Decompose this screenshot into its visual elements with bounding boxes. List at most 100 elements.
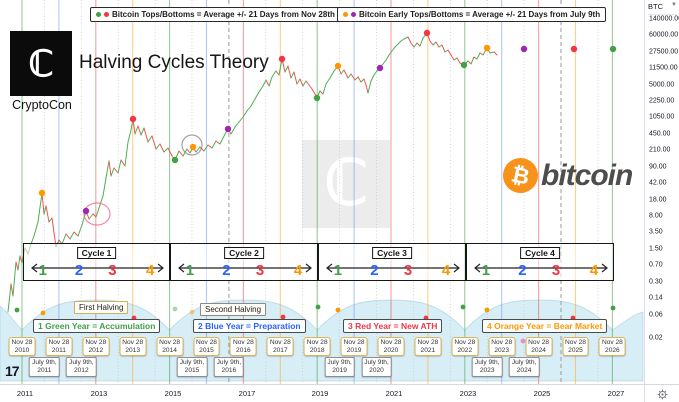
- price-tick: 0.30: [649, 278, 663, 286]
- price-line: [473, 56, 478, 60]
- price-line: [410, 42, 415, 48]
- year-tick: 2019: [311, 389, 329, 398]
- price-line: [400, 38, 405, 42]
- price-line: [447, 49, 452, 56]
- gear-icon[interactable]: [657, 389, 668, 400]
- green-bottom-dot: [315, 304, 321, 310]
- price-line: [7, 283, 12, 313]
- year-tick: 2023: [459, 389, 477, 398]
- cycle-quarter-1: 1: [185, 262, 195, 279]
- price-line: [265, 79, 270, 87]
- price-line: [347, 73, 352, 79]
- july9-date-label: July 9th, 2016: [213, 357, 245, 377]
- price-line: [325, 77, 331, 85]
- price-line: [365, 84, 369, 94]
- price-line: [329, 70, 335, 79]
- currency-dropdown[interactable]: BTC ▼: [648, 2, 677, 15]
- axis-settings-corner[interactable]: [644, 384, 679, 402]
- watermark-c-logo-icon: ℂ: [324, 149, 368, 218]
- nov28-date-label: Nov 28 2018: [303, 337, 331, 357]
- year-tick: 2025: [533, 389, 551, 398]
- price-line: [456, 57, 461, 64]
- purple-marker-dot: [82, 207, 90, 215]
- tradingview-logo[interactable]: 17: [5, 363, 20, 379]
- nov28-date-label: Nov 28 2010: [8, 337, 36, 357]
- cycle-box-1: Cycle 1 1 2 3 4: [23, 243, 170, 281]
- price-line: [246, 105, 252, 112]
- cryptocon-logo: ℂ: [10, 31, 72, 96]
- price-line: [69, 231, 75, 240]
- cycle-box-4: Cycle 4 1 2 3 4: [466, 243, 614, 281]
- price-line: [416, 42, 421, 47]
- year-tick: 2011: [16, 389, 34, 398]
- price-line: [211, 140, 217, 149]
- price-tick: 140000.00: [649, 15, 679, 23]
- nov28-date-label: Nov 28 2021: [414, 337, 442, 357]
- price-line: [61, 233, 67, 245]
- price-line: [113, 167, 119, 174]
- cycle-span-arrow: [474, 263, 608, 273]
- july9-date-label: July 9th, 2011: [29, 357, 60, 377]
- orange-bottom-dot: [189, 309, 195, 315]
- cycle-label: Cycle 3: [372, 247, 412, 259]
- price-line: [30, 235, 35, 245]
- price-line: [65, 233, 71, 240]
- orange-bottom-dot: [40, 310, 46, 316]
- nov28-date-label: Nov 28 2017: [266, 337, 294, 357]
- price-tick: 0.06: [649, 311, 663, 319]
- price-line: [360, 78, 365, 83]
- price-line: [163, 147, 169, 153]
- cycle-quarter-4: 4: [441, 262, 451, 279]
- legend-dot-icon: [104, 12, 109, 17]
- cycle-quarter-2: 2: [370, 262, 379, 279]
- price-line: [167, 147, 173, 157]
- annotation-circle: [181, 134, 203, 156]
- nov28-date-label: Nov 28 2020: [377, 337, 405, 357]
- cycle-quarter-1: 1: [38, 262, 48, 279]
- cycle-quarter-1: 1: [481, 262, 491, 279]
- price-line: [429, 40, 434, 46]
- price-tick: 18.00: [649, 196, 667, 204]
- price-line: [305, 80, 310, 86]
- price-line: [438, 44, 443, 48]
- currency-label: BTC: [648, 2, 663, 11]
- cycle-quarter-3: 3: [551, 262, 561, 279]
- cycle-quarter-3: 3: [108, 262, 117, 279]
- price-line: [124, 141, 129, 167]
- green-marker-dot: [313, 94, 321, 102]
- halving-label: First Halving: [74, 301, 129, 314]
- price-line: [33, 221, 39, 237]
- july9-date-label: July 9th, 2023: [471, 357, 503, 377]
- purple-marker-dot: [520, 45, 528, 53]
- price-line: [37, 192, 43, 223]
- time-axis[interactable]: 2011 2013 2015 2017 2019 2021 2023 2025 2027: [0, 384, 644, 402]
- price-tick: 90.00: [649, 163, 667, 171]
- cycle-quarter-4: 4: [589, 262, 599, 279]
- price-line: [127, 129, 132, 143]
- price-line: [311, 88, 316, 95]
- nov28-date-label: Nov 28 2022: [451, 337, 479, 357]
- legend-item-0: Bitcoin Tops/Bottoms = Average +/- 21 Da…: [90, 7, 341, 22]
- price-line: [470, 56, 475, 65]
- price-scale[interactable]: BTC ▼ 140000.00 60000.00 27500.00 11500.00 5…: [644, 0, 679, 384]
- cycle-box-2: Cycle 2 1 2 3 4: [170, 243, 318, 281]
- year-tick: 2021: [385, 389, 403, 398]
- purple-marker-dot: [376, 64, 384, 72]
- price-line: [195, 146, 201, 153]
- orange-marker-dot: [334, 62, 342, 70]
- price-line: [77, 224, 83, 237]
- price-line: [382, 59, 387, 65]
- price-line: [98, 195, 104, 209]
- price-line: [290, 71, 295, 79]
- price-line: [397, 40, 402, 45]
- price-line: [254, 91, 260, 100]
- nov28-date-label: Nov 28 2011: [45, 337, 73, 357]
- price-line: [271, 70, 277, 78]
- price-tick: 210.00: [649, 146, 671, 154]
- brand-name: CryptoCon: [12, 98, 72, 112]
- cycle-quarter-2: 2: [518, 262, 527, 279]
- red-marker-dot: [129, 115, 137, 123]
- price-tick: 1050.00: [649, 113, 675, 121]
- price-line: [120, 159, 126, 167]
- price-line: [159, 143, 165, 153]
